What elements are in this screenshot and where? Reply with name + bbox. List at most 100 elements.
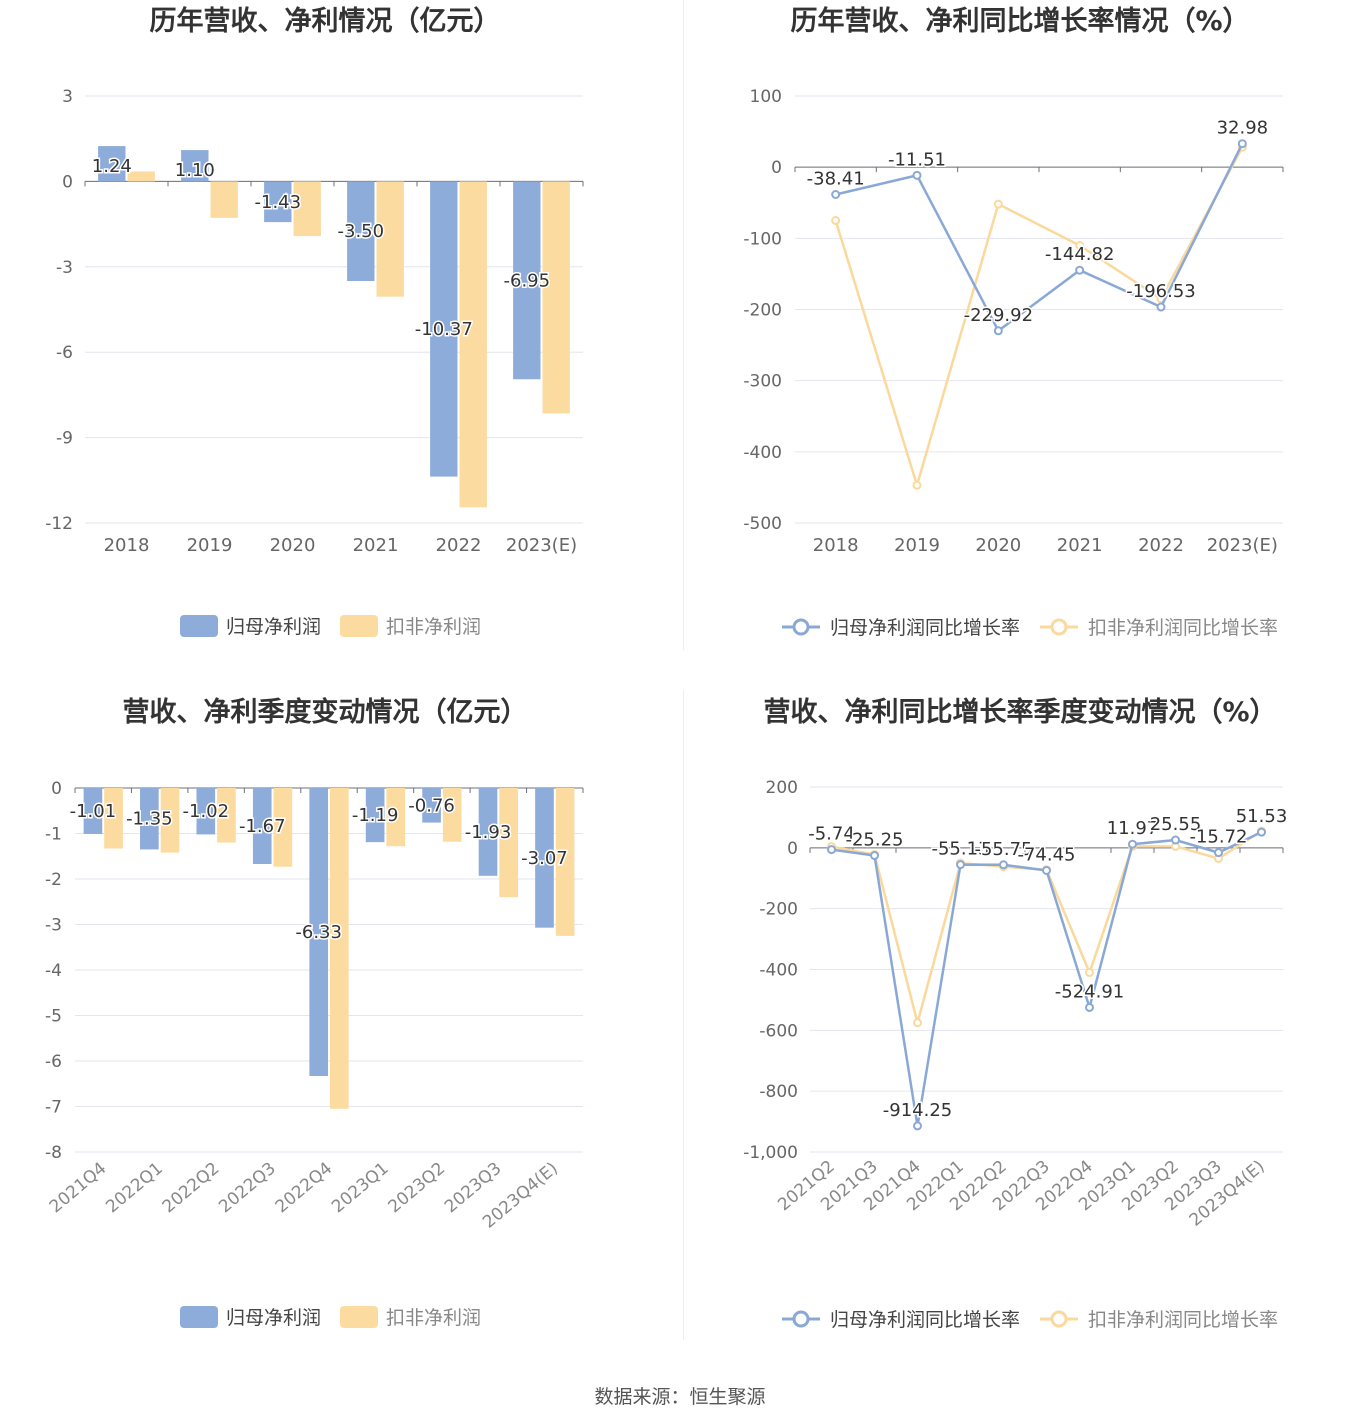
data-source-note: 数据来源：恒生聚源 [594,1386,766,1408]
y-tick-label: -800 [759,1082,798,1102]
bar-deducted-profit [293,181,321,237]
y-tick-label: 0 [787,839,798,859]
point-net-growth [1214,848,1223,858]
legend-label: 归母净利润 [226,616,321,638]
line-net-growth [831,831,1263,1127]
x-tick-label: 2023Q1 [328,1159,393,1218]
point-net-growth [1237,139,1247,149]
line-net-growth [835,143,1244,333]
bar-net-profit [98,146,126,182]
legend-swatch-deducted-profit [340,615,378,637]
y-tick-label: 0 [51,779,62,799]
bar-net-profit [140,788,159,850]
y-tick-label: -100 [743,229,782,249]
data-label: 1.24 [92,156,132,177]
point-deducted-growth [831,216,841,226]
data-label: -25.25 [845,830,903,851]
data-label: -74.45 [1017,844,1075,865]
data-label: -1.02 [183,801,230,822]
chart-svg: 历年营收、净利情况（亿元） 3 0 -3 -6 -9 -12 2018 2019 2020 2021… [45,5,584,638]
point-net-growth [831,190,841,200]
bar-net-profit [347,181,375,282]
point-net-growth [1085,1002,1094,1012]
point-net-growth [1075,265,1085,275]
legend-label: 归母净利润同比增长率 [830,617,1020,639]
bar-deducted-profit [217,788,236,843]
point-net-growth [1128,839,1137,849]
x-tick-label: 2021 [1057,535,1103,556]
data-label: -38.41 [807,169,865,190]
y-tick-label: -7 [45,1098,62,1118]
data-label: -10.37 [415,319,473,340]
legend-swatch-net-profit [180,1306,218,1328]
legend-label: 归母净利润同比增长率 [830,1309,1020,1331]
data-label: -1.43 [255,192,302,213]
bar-deducted-profit [104,788,123,849]
legend-marker-deducted-growth [1050,1310,1068,1328]
legend-label: 扣非净利润 [386,1307,481,1329]
point-net-growth [1042,865,1051,875]
annual-profit-bar-chart: 历年营收、净利情况（亿元） 3 0 -3 -6 -9 -12 2018 2019 2020 2021… [0,0,680,690]
x-tick-label: 2021 [353,535,399,556]
bar-net-profit [181,150,209,182]
y-tick-label: -500 [743,514,782,534]
line-deducted-growth [834,146,1244,490]
x-tick-label: 2018 [813,535,859,556]
x-tick-label: 2019 [894,535,940,556]
bar-net-profit [365,788,385,843]
y-tick-label: 3 [62,87,73,107]
chart-svg: 历年营收、净利同比增长率情况（%） 100 0 -100 -200 -300 -400 -50… [743,5,1284,639]
data-label: -1.35 [126,809,173,830]
bar-deducted-profit [499,788,518,898]
y-tick-label: -5 [45,1007,62,1027]
point-net-growth [956,860,965,870]
bar-net-profit [430,181,458,477]
bar-net-profit [309,788,328,1077]
data-label: -914.25 [883,1100,952,1121]
chart-svg: 营收、净利季度变动情况（亿元）0-1-2-3-4-5-6-7-82021Q420… [45,696,584,1329]
y-tick-label: -8 [45,1143,62,1163]
bar-net-profit [478,788,498,876]
data-label: -0.76 [408,795,455,816]
bar-net-profit [83,788,103,834]
bar-deducted-profit [376,181,404,297]
y-tick-label: -9 [56,429,73,449]
x-tick-label: 2022 [436,535,482,556]
y-tick-label: -200 [759,900,798,920]
bar-deducted-profit [442,788,462,842]
data-label: -1.93 [465,822,512,843]
data-label: -6.33 [295,922,342,943]
y-tick-label: -3 [45,916,62,936]
chart-title: 历年营收、净利情况（亿元） [150,5,501,37]
bar-deducted-profit [542,181,570,414]
y-tick-label: -400 [759,961,798,981]
y-tick-label: 0 [62,172,73,192]
chart-title: 营收、净利同比增长率季度变动情况（%） [763,696,1276,728]
x-tick-label: 2020 [975,535,1021,556]
bar-deducted-profit [459,181,487,508]
point-deducted-growth [1085,968,1094,978]
data-label: -229.92 [964,305,1033,326]
quarterly-profit-bar-chart: 营收、净利季度变动情况（亿元） 0 -1 -2 -3 -4 -5 -6 -7 -8 2021Q4 20… [0,690,680,1380]
data-label: -15.72 [1189,827,1247,848]
y-tick-label: -4 [45,961,62,981]
point-deducted-growth [1075,240,1085,250]
y-tick-label: 100 [750,87,782,107]
point-net-growth [999,860,1008,870]
bar-deducted-profit [210,181,238,218]
data-label: 1.10 [175,160,215,181]
x-tick-label: 2018 [104,535,150,556]
point-deducted-growth [913,1018,922,1028]
legend-marker-deducted-growth [1050,618,1068,636]
data-label: -5.74 [808,824,855,845]
bar-deducted-profit [555,788,575,936]
x-tick-label: 2019 [187,535,233,556]
point-deducted-growth [993,199,1003,209]
x-tick-label: 2020 [270,535,316,556]
point-net-growth [993,326,1003,336]
y-tick-label: -200 [743,301,782,321]
chart-title: 营收、净利季度变动情况（亿元） [123,696,528,728]
bar-deducted-profit [386,788,406,847]
y-tick-label: -1,000 [743,1143,798,1163]
legend-label: 扣非净利润同比增长率 [1088,1309,1278,1331]
